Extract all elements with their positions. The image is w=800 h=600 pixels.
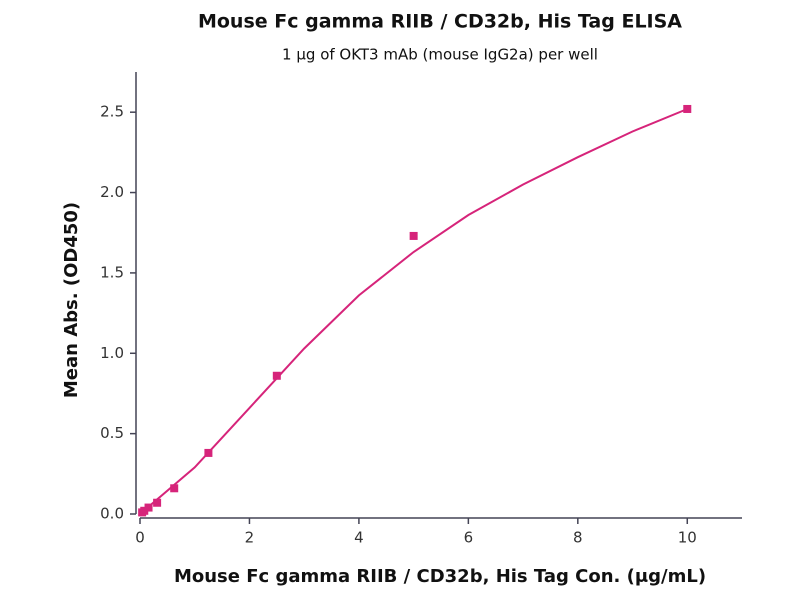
x-tick-label: 0: [135, 529, 145, 547]
data-point: [170, 484, 179, 493]
x-tick-label: 6: [464, 529, 474, 547]
y-axis-label: Mean Abs. (OD450): [61, 202, 82, 398]
chart-subtitle: 1 μg of OKT3 mAb (mouse IgG2a) per well: [282, 46, 598, 64]
x-tick-label: 4: [354, 529, 364, 547]
data-point: [409, 231, 418, 240]
x-tick-label: 10: [678, 529, 697, 547]
chart-title: Mouse Fc gamma RIIB / CD32b, His Tag ELI…: [198, 11, 682, 33]
x-axis-label: Mouse Fc gamma RIIB / CD32b, His Tag Con…: [174, 566, 706, 587]
y-tick-label: 1.0: [100, 344, 124, 362]
x-tick-label: 8: [573, 529, 583, 547]
data-point: [153, 498, 162, 507]
data-point: [272, 371, 281, 380]
y-tick-label: 0.5: [100, 424, 124, 442]
x-tick-label: 2: [245, 529, 255, 547]
y-tick-label: 1.5: [100, 263, 124, 281]
y-tick-label: 2.0: [100, 183, 124, 201]
fit-curve: [139, 108, 688, 515]
y-tick-label: 2.5: [100, 103, 124, 121]
y-tick-label: 0.0: [100, 505, 124, 523]
